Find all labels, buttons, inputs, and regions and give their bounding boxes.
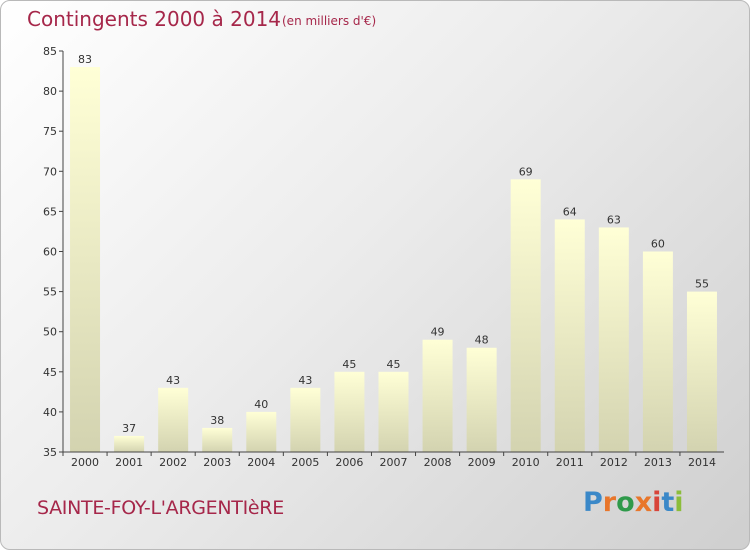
y-tick-label-55: 55 (43, 286, 57, 299)
bar-2005 (290, 387, 321, 452)
value-label-2006: 45 (342, 358, 356, 371)
value-label-2003: 38 (210, 414, 224, 427)
value-label-2011: 64 (563, 205, 577, 218)
y-tick-label-70: 70 (43, 165, 57, 178)
value-label-2004: 40 (254, 398, 268, 411)
logo-letter: i (652, 487, 662, 518)
y-tick-label-60: 60 (43, 246, 57, 259)
bar-2008 (422, 339, 453, 452)
value-label-2005: 43 (298, 374, 312, 387)
y-tick-label-40: 40 (43, 406, 57, 419)
value-label-2014: 55 (695, 278, 709, 291)
bar-2002 (158, 387, 189, 452)
bar-2013 (642, 251, 673, 452)
x-tick-label-2014: 2014 (688, 456, 716, 469)
x-tick-label-2004: 2004 (247, 456, 275, 469)
bar-2006 (334, 371, 365, 452)
chart-title: Contingents 2000 à 2014 (27, 7, 282, 31)
bar-2001 (114, 435, 145, 452)
x-tick-label-2000: 2000 (71, 456, 99, 469)
logo-letter: o (616, 487, 635, 518)
value-label-2007: 45 (387, 358, 401, 371)
value-label-2000: 83 (78, 53, 92, 66)
x-tick-label-2005: 2005 (291, 456, 319, 469)
bar-2000 (70, 67, 101, 452)
logo-letter: P (583, 487, 603, 518)
bars-group: 83 37 43 38 40 43 45 45 49 48 69 64 63 60 55 (70, 53, 717, 452)
x-tick-label-2002: 2002 (159, 456, 187, 469)
x-tick-label-2009: 2009 (468, 456, 496, 469)
bar-2014 (686, 291, 717, 452)
y-tick-label-75: 75 (43, 125, 57, 138)
logo-letter: r (602, 487, 617, 518)
x-tick-label-2010: 2010 (512, 456, 540, 469)
value-label-2009: 48 (475, 334, 489, 347)
logo-letter: x (634, 487, 653, 518)
x-tick-label-2001: 2001 (115, 456, 143, 469)
value-label-2013: 60 (651, 238, 665, 251)
bar-2011 (554, 219, 585, 452)
proxiti-logo[interactable]: Proxiti (583, 487, 684, 518)
y-tick-label-85: 85 (43, 45, 57, 58)
x-tick-label-2013: 2013 (644, 456, 672, 469)
bar-2007 (378, 371, 409, 452)
x-tick-label-2012: 2012 (600, 456, 628, 469)
y-tick-label-80: 80 (43, 85, 57, 98)
x-tick-label-2008: 2008 (424, 456, 452, 469)
bar-2012 (598, 227, 629, 452)
chart-subtitle: (en milliers d'€) (282, 14, 377, 28)
x-tick-label-2003: 2003 (203, 456, 231, 469)
value-label-2002: 43 (166, 374, 180, 387)
x-tick-label-2007: 2007 (380, 456, 408, 469)
y-tick-label-45: 45 (43, 366, 57, 379)
y-tick-label-50: 50 (43, 326, 57, 339)
x-tick-label-2011: 2011 (556, 456, 584, 469)
y-tick-label-65: 65 (43, 205, 57, 218)
y-tick-label-35: 35 (43, 446, 57, 459)
value-label-2012: 63 (607, 213, 621, 226)
bar-2010 (510, 179, 541, 452)
bar-2003 (202, 427, 233, 452)
value-label-2010: 69 (519, 165, 533, 178)
axes-group: 2000 2001 2002 2003 2004 2005 2006 2007 2008 2009… (43, 45, 724, 469)
logo-letter: i (674, 487, 684, 518)
logo-letter: t (661, 487, 675, 518)
value-label-2008: 49 (431, 326, 445, 339)
x-tick-label-2006: 2006 (335, 456, 363, 469)
city-name: SAINTE-FOY-L'ARGENTIèRE (37, 497, 284, 519)
value-label-2001: 37 (122, 422, 136, 435)
bar-2009 (466, 347, 497, 452)
bar-2004 (246, 411, 277, 452)
